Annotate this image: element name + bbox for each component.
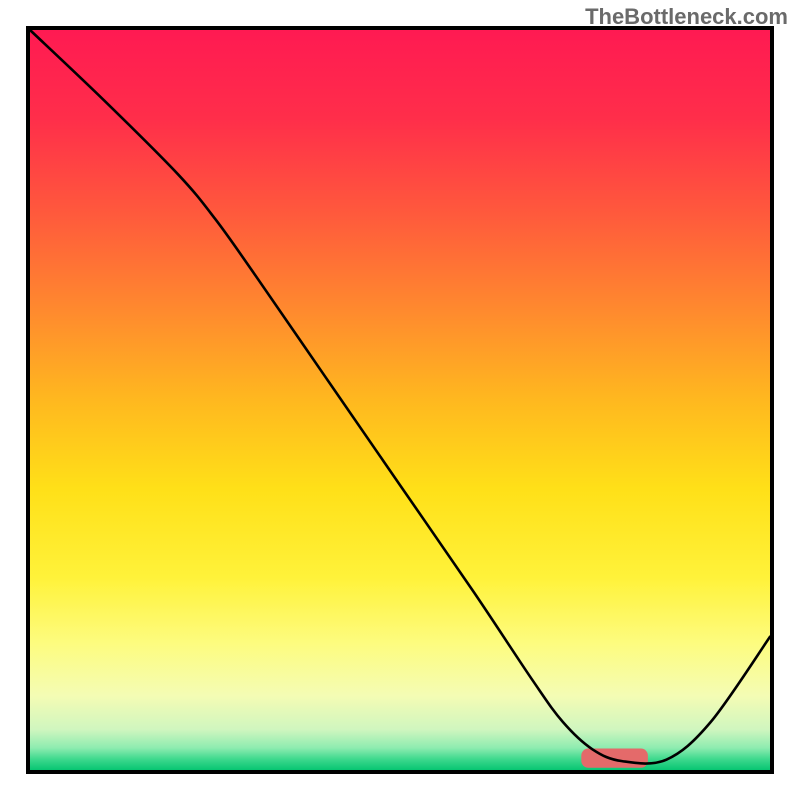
gradient-background <box>30 30 770 770</box>
watermark-text: TheBottleneck.com <box>585 4 788 30</box>
chart-container: TheBottleneck.com <box>0 0 800 800</box>
bottleneck-chart <box>0 0 800 800</box>
optimal-zone-marker <box>581 749 648 768</box>
